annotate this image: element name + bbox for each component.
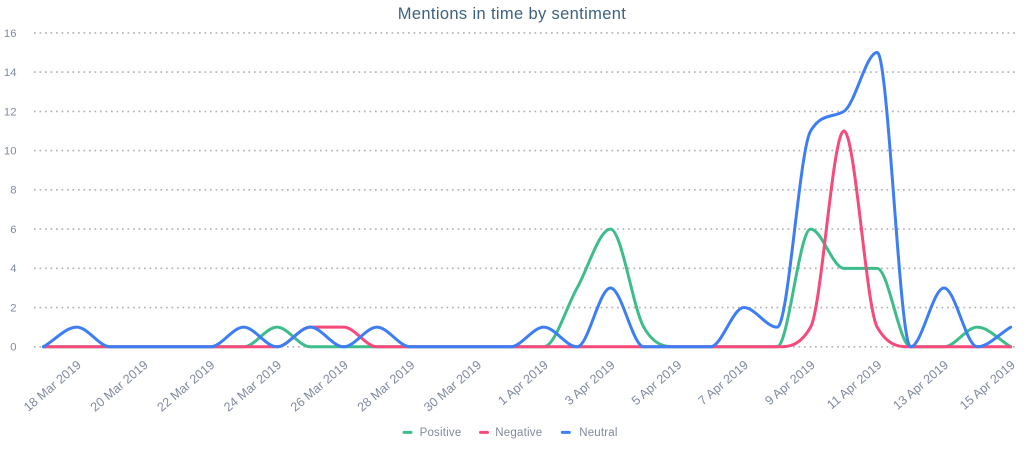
svg-text:16: 16 [4, 28, 17, 40]
svg-text:12: 12 [4, 106, 17, 118]
svg-text:4: 4 [10, 263, 16, 275]
svg-text:14: 14 [4, 67, 17, 79]
svg-text:2: 2 [10, 303, 16, 315]
svg-text:8: 8 [10, 185, 16, 197]
svg-text:0: 0 [10, 342, 16, 354]
svg-text:6: 6 [10, 224, 16, 236]
svg-text:Positive: Positive [420, 427, 462, 439]
svg-text:Negative: Negative [495, 427, 542, 439]
svg-text:10: 10 [4, 146, 17, 158]
svg-text:Neutral: Neutral [579, 427, 617, 439]
svg-text:Mentions in time by sentiment: Mentions in time by sentiment [398, 5, 626, 23]
